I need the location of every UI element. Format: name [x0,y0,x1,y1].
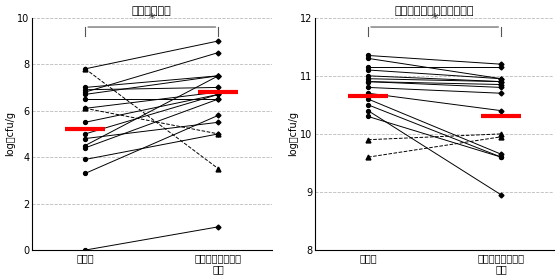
Title: 》バクテロイデス属菌数》: 》バクテロイデス属菌数》 [395,6,474,16]
Y-axis label: log・cfu/g: log・cfu/g [6,111,16,157]
Y-axis label: log・cfu/g: log・cfu/g [288,111,298,157]
Title: 》乳酸菌数》: 》乳酸菌数》 [132,6,172,16]
Text: *: * [432,12,438,25]
Text: *: * [148,12,155,25]
